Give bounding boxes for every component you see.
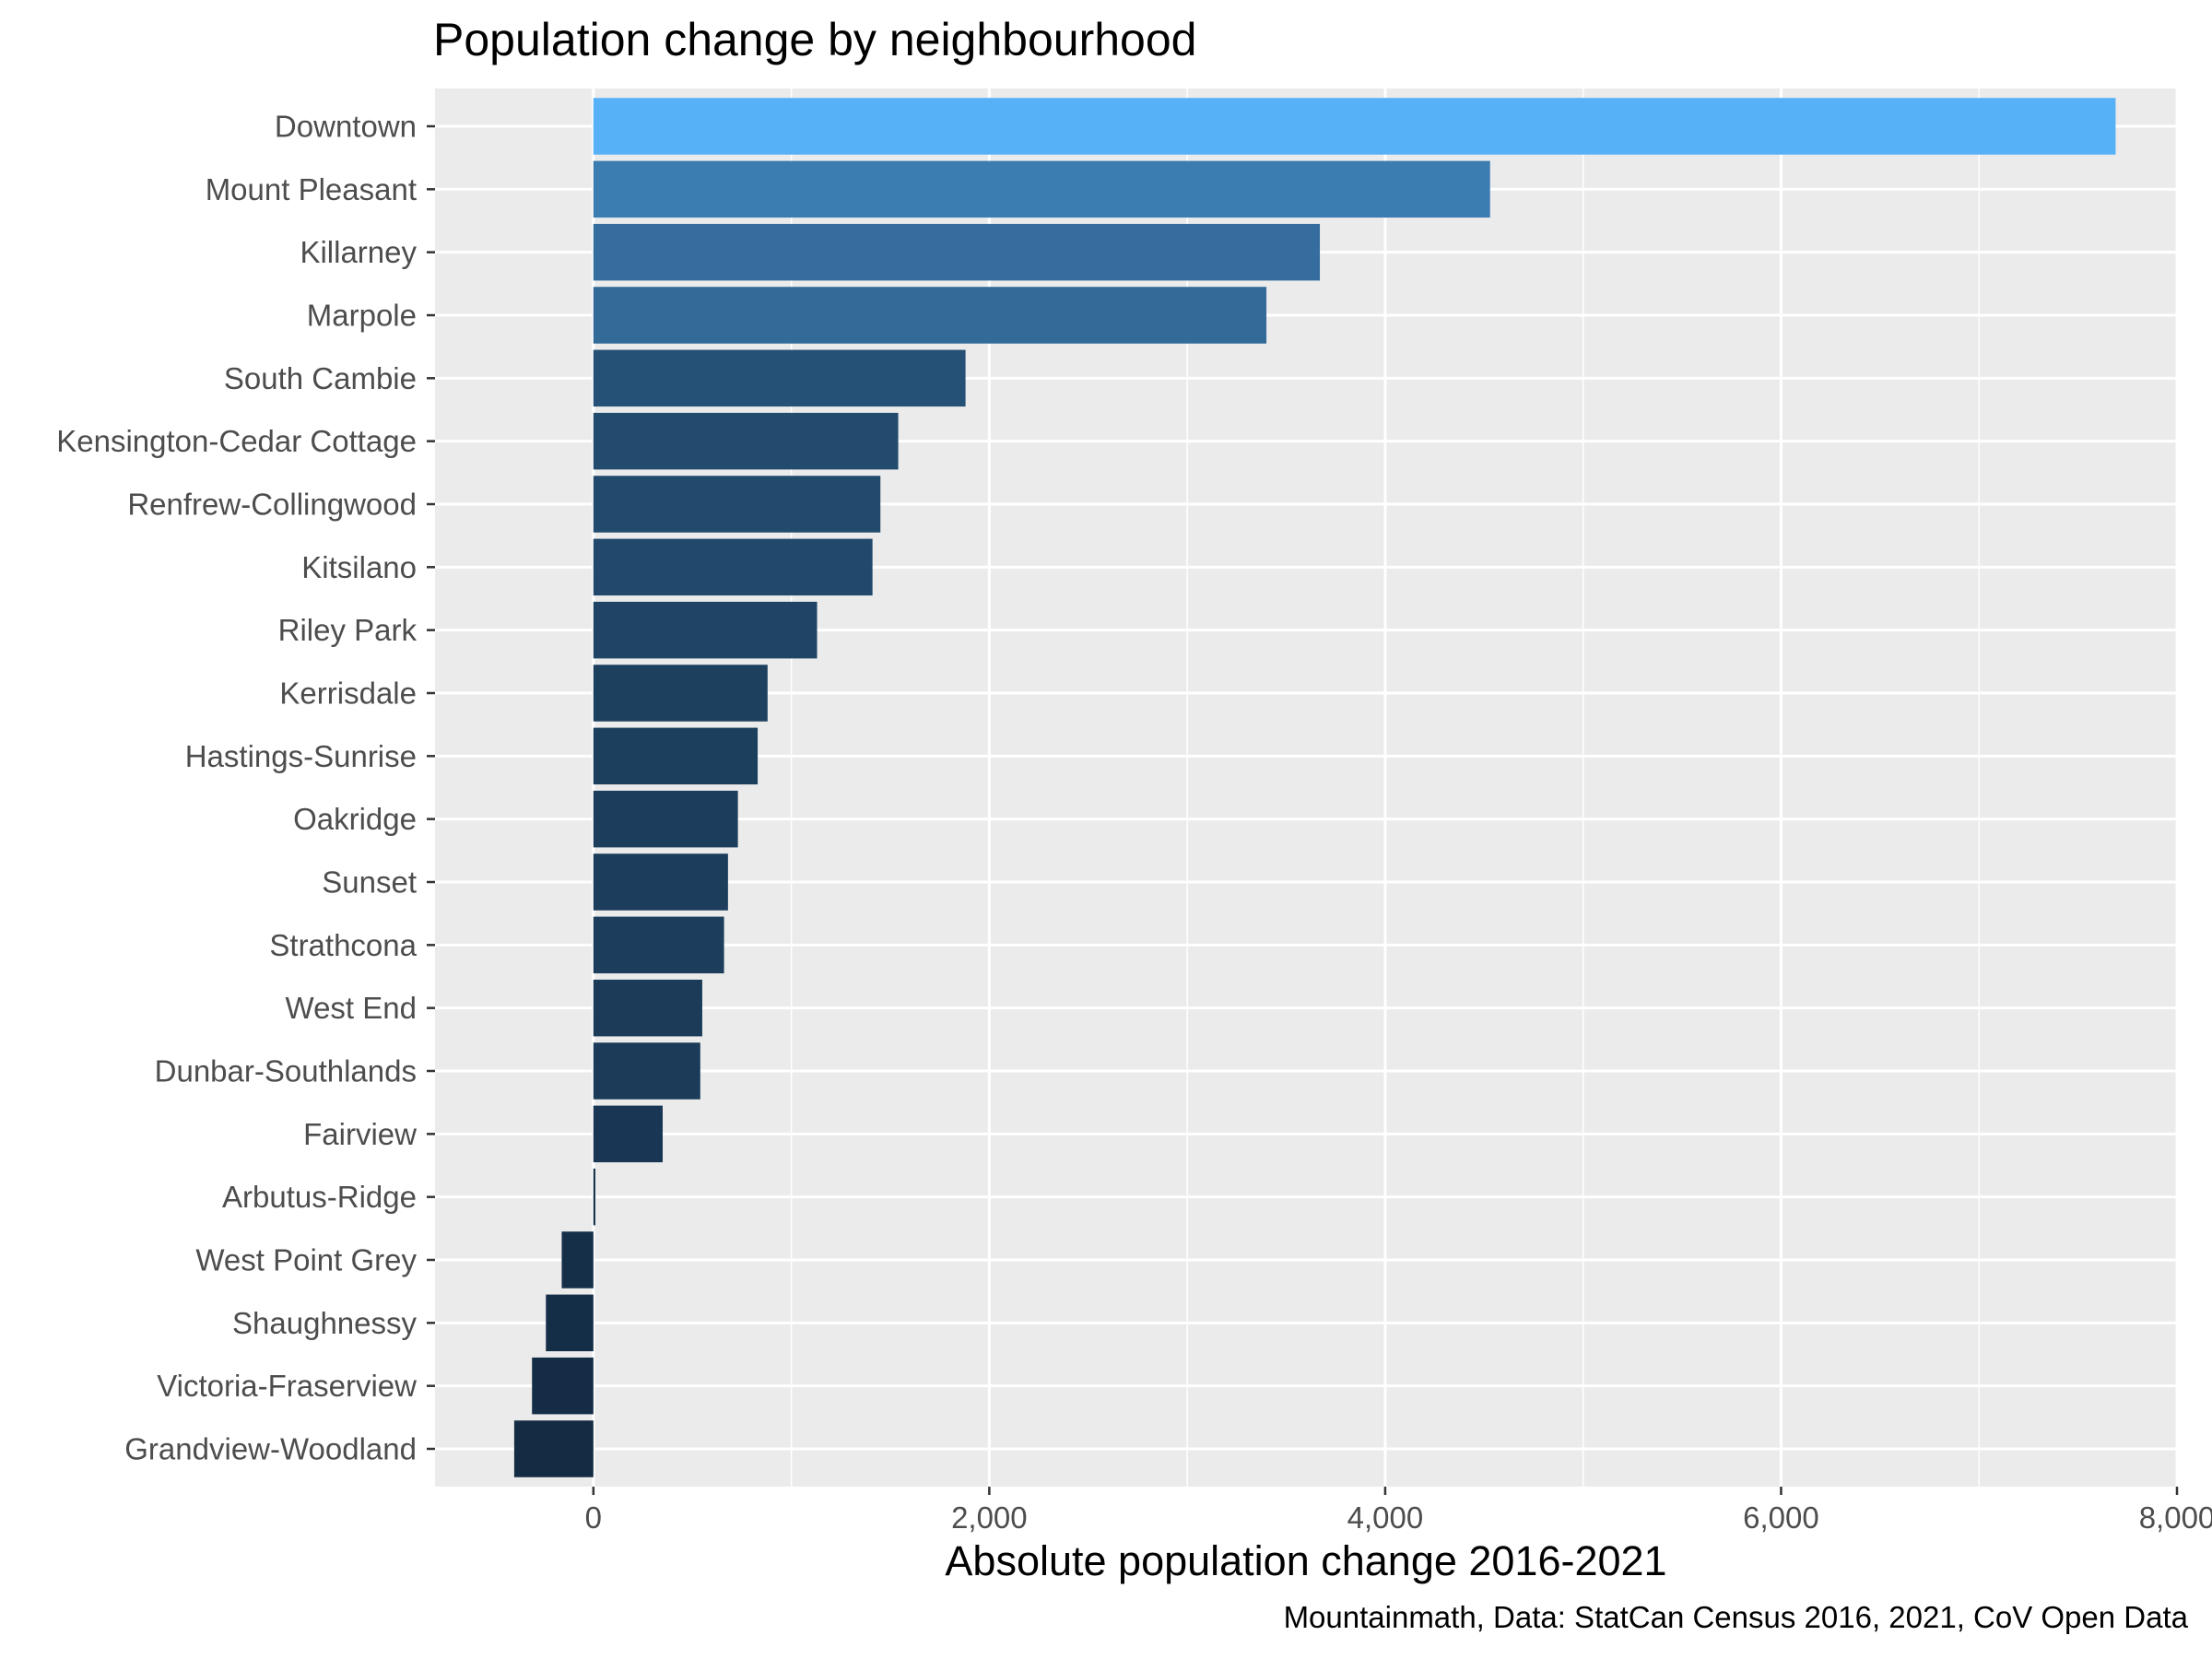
x-tick-label: 6,000 (1743, 1500, 1819, 1535)
y-tick-label: Kitsilano (301, 550, 417, 584)
y-tick-label: Downtown (275, 110, 417, 144)
x-axis: 0 2,000 4,000 6,000 8,000 (585, 1487, 2212, 1535)
bar (593, 853, 728, 911)
bar (593, 98, 2116, 155)
x-tick-label: 8,000 (2139, 1500, 2212, 1535)
bar (546, 1294, 594, 1352)
bar (593, 601, 818, 659)
bars (513, 98, 2116, 1477)
bar (593, 476, 881, 533)
bar (593, 349, 966, 407)
bar (593, 665, 768, 722)
y-tick-label: Riley Park (278, 613, 418, 647)
y-tick-label: Oakridge (293, 802, 417, 836)
y-tick-label: Hastings-Sunrise (185, 739, 417, 773)
chart-title: Population change by neighbourhood (433, 14, 1197, 65)
x-tick-label: 2,000 (951, 1500, 1028, 1535)
bar (593, 223, 1321, 281)
y-tick-label: Shaughnessy (232, 1306, 417, 1340)
y-tick-label: Fairview (303, 1117, 417, 1151)
y-tick-label: Arbutus-Ridge (222, 1180, 417, 1214)
bar (593, 412, 899, 470)
y-tick-label: Mount Pleasant (206, 172, 417, 206)
chart-caption: Mountainmath, Data: StatCan Census 2016,… (1283, 1600, 2188, 1634)
x-axis-title: Absolute population change 2016-2021 (945, 1537, 1667, 1584)
y-tick-label: Kensington-Cedar Cottage (56, 424, 417, 458)
x-tick-label: 4,000 (1347, 1500, 1424, 1535)
bar (513, 1420, 594, 1477)
bar (593, 979, 702, 1037)
bar (593, 160, 1490, 218)
y-tick-label: Renfrew-Collingwood (127, 488, 417, 522)
bar (593, 916, 724, 974)
bar (561, 1231, 594, 1288)
y-tick-label: Victoria-Fraserview (157, 1369, 417, 1403)
y-tick-label: South Cambie (224, 361, 417, 395)
y-tick-label: Sunset (322, 865, 417, 900)
y-tick-label: West End (286, 991, 417, 1025)
bar (593, 287, 1267, 344)
y-tick-label: Dunbar-Southlands (155, 1054, 417, 1088)
y-tick-label: West Point Grey (195, 1243, 417, 1277)
bar (593, 538, 873, 596)
y-tick-label: Strathcona (269, 928, 417, 962)
bar (593, 1168, 595, 1226)
bar (593, 1042, 700, 1100)
y-axis: Downtown Mount Pleasant Killarney Marpole So… (56, 110, 435, 1466)
y-tick-label: Marpole (307, 299, 417, 333)
y-tick-label: Killarney (300, 235, 417, 269)
y-tick-label: Grandview-Woodland (124, 1432, 417, 1466)
y-tick-label: Kerrisdale (279, 677, 417, 711)
bar (593, 727, 759, 785)
bar (593, 1105, 663, 1163)
bar (532, 1357, 594, 1415)
x-tick-label: 0 (585, 1500, 602, 1535)
bar (593, 790, 738, 848)
